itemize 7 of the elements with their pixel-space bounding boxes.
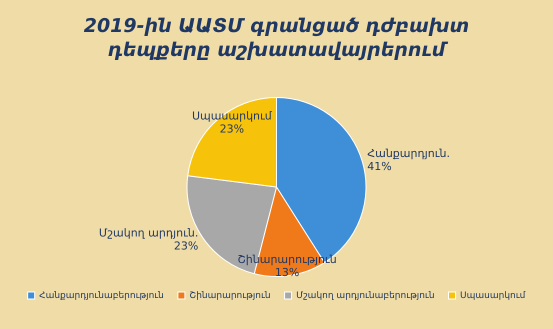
data-label: Մշակող արդյուն. 23%	[98, 226, 198, 252]
chart-title: 2019-ին ԱԱՏՄ գրանցած դժբախտ դեպքերը աշխատավայրերում	[82, 14, 470, 62]
legend-label: Սպասարկում	[460, 290, 526, 301]
legend-label: Մշակող արդյունաբերություն	[296, 290, 435, 301]
legend-label: Շինարարություն	[189, 290, 271, 301]
legend-label: Հանքարդյունաբերություն	[39, 290, 164, 301]
data-label: Հանքարդյուն. 41%	[367, 146, 450, 173]
